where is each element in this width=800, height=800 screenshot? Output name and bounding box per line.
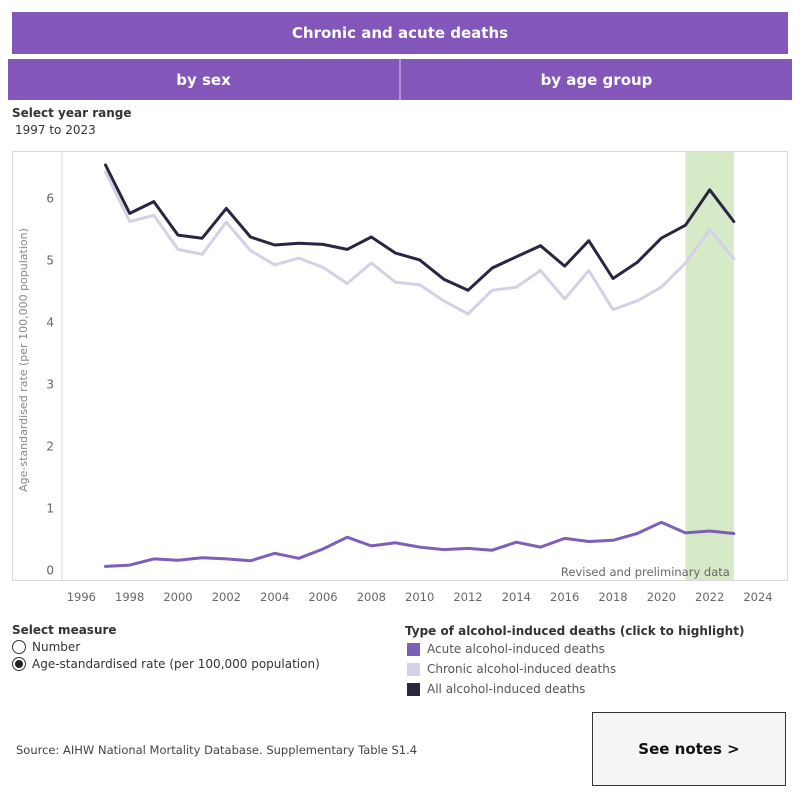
line-chart: 0 1 2 3 4 5 6 1996 1998 2000 2002 2004 2006 2008 2010 2… [17,152,773,604]
year-range-value[interactable]: 1997 to 2023 [15,123,96,137]
y-tick-label: 4 [46,316,54,330]
y-tick-label: 1 [46,502,54,516]
x-tick-label: 1996 [67,590,96,604]
measure-option-label: Number [32,640,81,654]
year-range-label: Select year range [12,106,132,120]
page-title-banner: Chronic and acute deaths [12,12,788,54]
highlight-band [685,152,734,580]
plot-frame [12,151,788,581]
legend-swatch-acute [407,642,420,656]
x-tick-label: 2006 [308,590,337,604]
tab-bar: by sex by age group [8,59,792,100]
legend-swatch-chronic [407,662,420,676]
x-tick-label: 2000 [163,590,192,604]
x-tick-label: 2018 [598,590,627,604]
y-tick-label: 5 [46,254,54,268]
series-line-acute [104,520,736,568]
x-tick-label: 1998 [115,590,144,604]
x-tick-label: 2012 [453,590,482,604]
y-tick-label: 3 [46,378,54,392]
series-line-all [104,163,736,292]
x-tick-label: 2022 [695,590,724,604]
legend-item-acute[interactable]: Acute alcohol-induced deaths [407,642,605,656]
y-tick-label: 6 [46,192,54,206]
x-tick-label: 2014 [502,590,531,604]
measure-option-number[interactable]: Number [12,640,80,654]
legend-label: Chronic alcohol-induced deaths [427,662,617,676]
x-tick-label: 2024 [743,590,772,604]
radio-number[interactable] [12,640,26,654]
legend-label: All alcohol-induced deaths [427,682,586,696]
tab-by-sex[interactable]: by sex [8,59,399,100]
measure-option-rate[interactable]: Age-standardised rate (per 100,000 popul… [12,657,320,671]
radio-rate[interactable] [12,657,26,671]
see-notes-button[interactable]: See notes > [592,712,786,786]
measure-option-label: Age-standardised rate (per 100,000 popul… [32,657,320,671]
x-tick-label: 2008 [357,590,386,604]
legend-item-chronic[interactable]: Chronic alcohol-induced deaths [407,662,616,676]
legend-item-all[interactable]: All alcohol-induced deaths [407,682,585,696]
page-title: Chronic and acute deaths [291,24,509,42]
y-tick-label: 0 [46,564,54,578]
x-tick-label: 2010 [405,590,434,604]
highlight-band-label: Revised and preliminary data [561,565,730,579]
radio-selected-dot [15,660,23,668]
y-axis-label: Age-standardised rate (per 100,000 popul… [17,228,30,492]
measure-title: Select measure [12,623,117,637]
x-tick-label: 2002 [212,590,241,604]
x-tick-label: 2020 [647,590,676,604]
legend-label: Acute alcohol-induced deaths [427,642,605,656]
tab-by-age-group[interactable]: by age group [399,59,792,100]
legend-title: Type of alcohol-induced deaths (click to… [405,624,745,638]
x-tick-label: 2004 [260,590,289,604]
series-line-chronic [104,170,736,316]
y-tick-label: 2 [46,440,54,454]
legend-swatch-all [407,682,420,696]
source-note: Source: AIHW National Mortality Database… [16,743,418,757]
x-tick-label: 2016 [550,590,579,604]
